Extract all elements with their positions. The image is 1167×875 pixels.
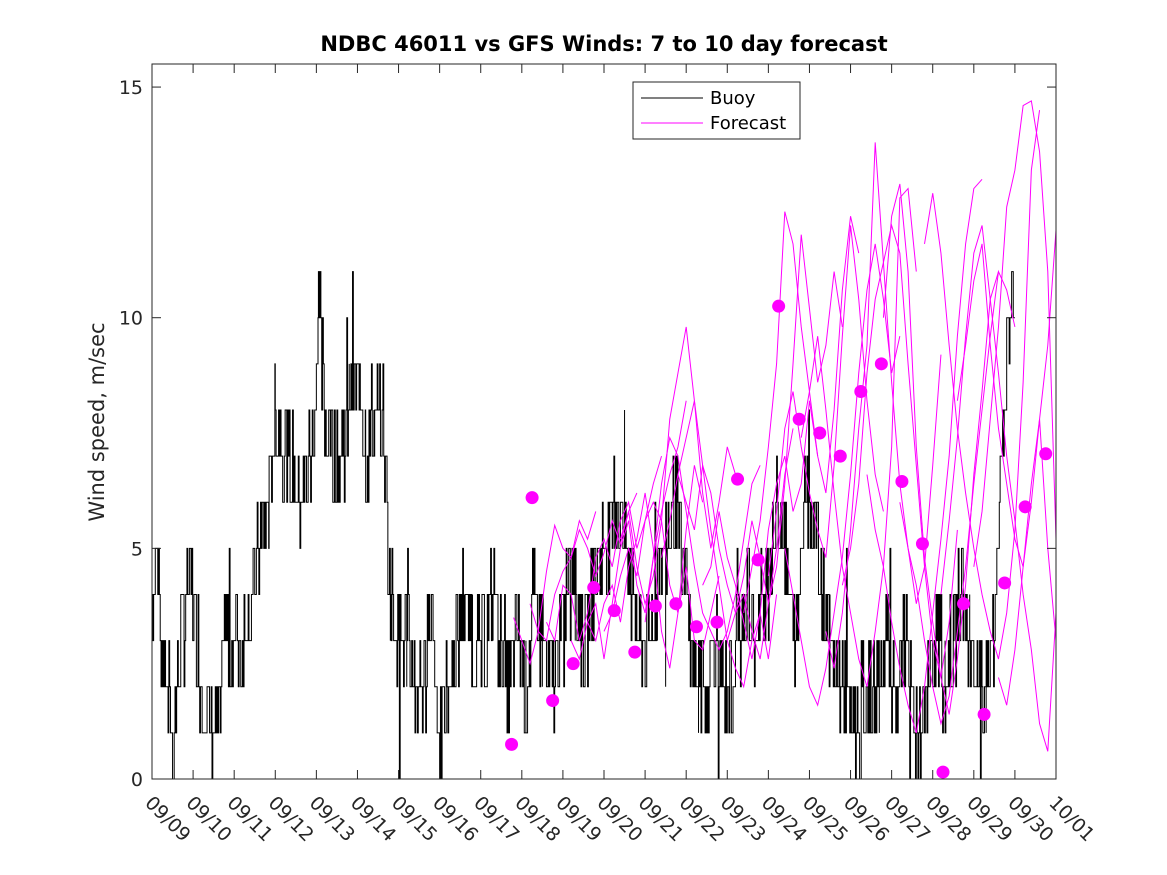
forecast-line-5 <box>587 465 704 669</box>
y-tick-label: 5 <box>131 538 143 560</box>
forecast-marker <box>854 385 868 399</box>
forecast-marker <box>587 581 601 595</box>
x-tick-label: 09/15 <box>387 792 441 846</box>
y-tick-label: 0 <box>131 769 143 791</box>
y-tick-label: 15 <box>119 77 143 99</box>
x-tick-label: 09/20 <box>592 792 646 846</box>
forecast-marker <box>710 615 724 629</box>
forecast-marker <box>1018 500 1032 514</box>
forecast-line-7 <box>619 326 736 606</box>
forecast-marker <box>607 604 621 618</box>
x-tick-label: 09/10 <box>182 792 236 846</box>
x-tick-label: 09/12 <box>264 792 318 846</box>
x-tick-label: 10/01 <box>1044 792 1098 846</box>
forecast-line-26 <box>997 230 1057 706</box>
forecast-line-23 <box>940 225 1057 752</box>
x-tick-label: 09/27 <box>880 792 934 846</box>
x-tick-label: 09/09 <box>140 792 194 846</box>
forecast-marker <box>792 412 806 426</box>
forecast-line-14 <box>767 225 884 577</box>
legend-box <box>632 81 801 140</box>
x-tick-label: 09/23 <box>716 792 770 846</box>
forecast-marker <box>998 576 1012 590</box>
forecast-marker <box>936 765 950 779</box>
forecast-marker <box>628 645 642 659</box>
forecast-marker <box>689 620 703 634</box>
x-tick-label: 09/21 <box>634 792 688 846</box>
forecast-marker <box>874 357 888 371</box>
forecast-series-group <box>513 100 1057 752</box>
forecast-line-19 <box>866 178 983 734</box>
forecast-marker <box>957 597 971 611</box>
forecast-marker <box>977 707 991 721</box>
forecast-line-12 <box>726 234 843 660</box>
x-tick-label: 09/19 <box>551 792 605 846</box>
x-tick-label: 09/11 <box>223 792 277 846</box>
forecast-marker <box>751 553 765 567</box>
x-tick-label: 09/25 <box>798 792 852 846</box>
legend-forecast-label: Forecast <box>710 113 786 134</box>
forecast-marker <box>546 694 560 708</box>
forecast-marker <box>669 597 683 611</box>
forecast-line-16 <box>800 187 917 687</box>
forecast-marker <box>525 491 539 505</box>
forecast-marker <box>833 449 847 463</box>
forecast-line-4 <box>570 400 687 661</box>
forecast-marker <box>772 299 786 313</box>
x-tick-label: 09/16 <box>428 792 482 846</box>
buoy-series <box>152 271 1015 780</box>
x-tick-label: 09/17 <box>469 792 523 846</box>
forecast-line-2 <box>529 492 638 642</box>
forecast-line-15 <box>784 243 901 707</box>
forecast-marker <box>813 426 827 440</box>
forecast-line-22 <box>924 110 1041 660</box>
x-tick-label: 09/14 <box>346 792 400 846</box>
forecast-line-21 <box>899 269 1016 726</box>
x-tick-label: 09/29 <box>962 792 1016 846</box>
forecast-line-20 <box>882 183 999 715</box>
x-tick-label: 09/26 <box>839 792 893 846</box>
forecast-line-1 <box>513 511 597 666</box>
legend-buoy-label: Buoy <box>710 88 756 109</box>
y-tick-label: 10 <box>119 308 143 330</box>
x-tick-label: 09/22 <box>675 792 729 846</box>
forecast-marker <box>895 474 909 488</box>
forecast-line-9 <box>661 400 778 689</box>
forecast-line-18 <box>841 223 958 678</box>
x-tick-label: 09/24 <box>757 792 811 846</box>
forecast-line-8 <box>644 435 761 652</box>
chart-title: NDBC 46011 vs GFS Winds: 7 to 10 day for… <box>320 32 888 56</box>
buoy-line <box>152 271 1015 780</box>
x-tick-label: 09/30 <box>1003 792 1057 846</box>
forecast-line-25 <box>973 100 1057 567</box>
x-tick-label: 09/13 <box>305 792 359 846</box>
legend: Buoy Forecast <box>632 81 801 140</box>
forecast-marker <box>505 737 519 751</box>
x-tick-label: 09/18 <box>510 792 564 846</box>
forecast-marker <box>1039 447 1053 461</box>
forecast-line-13 <box>743 211 860 614</box>
forecast-marker <box>915 537 929 551</box>
forecast-marker <box>566 657 580 671</box>
forecast-markers <box>505 299 1053 779</box>
forecast-line-3 <box>546 455 663 643</box>
x-tick-label: 09/28 <box>921 792 975 846</box>
forecast-marker <box>731 472 745 486</box>
forecast-line-11 <box>702 400 819 660</box>
forecast-marker <box>648 599 662 613</box>
